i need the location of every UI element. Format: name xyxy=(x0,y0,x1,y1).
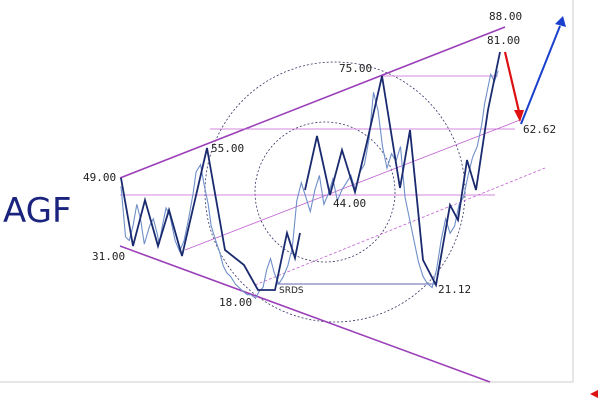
price-label-75: 75.00 xyxy=(339,62,372,75)
price-label-31: 31.00 xyxy=(92,250,125,263)
ticker-title: AGF xyxy=(3,191,72,231)
wave-overlay-line xyxy=(120,147,301,291)
projection-arrow-up-head xyxy=(555,16,566,27)
mid-channel-line-2 xyxy=(254,167,546,286)
price-label-55: 55.00 xyxy=(211,142,244,155)
lower-channel-line xyxy=(119,245,491,383)
upper-channel-line xyxy=(119,26,506,179)
price-series-line xyxy=(120,70,499,300)
srds-label: SRDS xyxy=(279,286,304,296)
scroll-marker[interactable] xyxy=(590,390,598,398)
price-label-44: 44.00 xyxy=(333,197,366,210)
inner-circle xyxy=(254,121,396,263)
price-label-88: 88.00 xyxy=(489,10,522,23)
projection-arrow-down-head xyxy=(514,110,524,122)
price-label-81: 81.00 xyxy=(487,34,520,47)
projection-arrow-up xyxy=(520,25,561,125)
wave-overlay-line-2 xyxy=(304,51,501,288)
price-label-49: 49.00 xyxy=(83,171,116,184)
price-label-62: 62.62 xyxy=(523,123,556,136)
projection-arrow-down xyxy=(503,51,522,117)
price-label-21: 21.12 xyxy=(438,283,471,296)
price-label-18: 18.00 xyxy=(219,296,252,309)
